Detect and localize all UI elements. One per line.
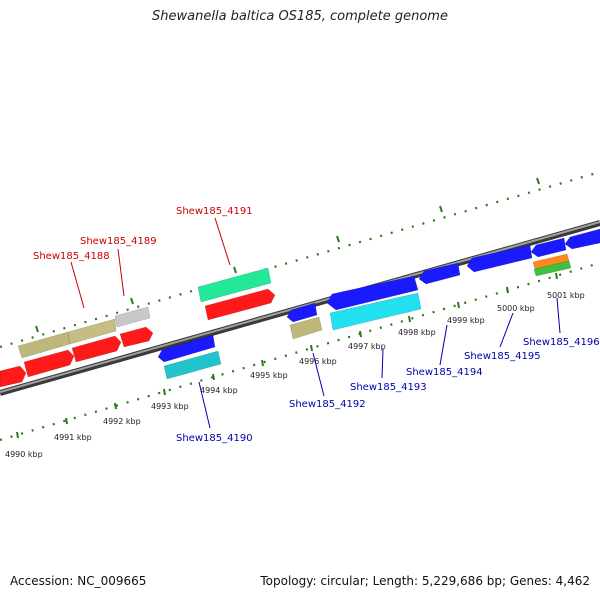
gene-label-shew185-4188[interactable]: Shew185_4188 bbox=[33, 251, 110, 262]
gene-label-shew185-4195[interactable]: Shew185_4195 bbox=[464, 351, 541, 362]
gene-green[interactable] bbox=[197, 267, 272, 303]
gene-khaki[interactable] bbox=[289, 316, 323, 340]
gene-blue[interactable] bbox=[418, 262, 461, 285]
ruler-label: 4998 kbp bbox=[398, 328, 436, 337]
ruler-label: 4997 kbp bbox=[348, 342, 386, 351]
gene-grey[interactable] bbox=[114, 306, 151, 328]
ruler-label: 5000 kbp bbox=[497, 304, 535, 313]
gene-teal[interactable] bbox=[163, 350, 222, 380]
reverse-leaders bbox=[198, 297, 561, 429]
gene-labels: Shew185_4191 Shew185_4189 Shew185_4188 S… bbox=[33, 206, 600, 444]
gene-red[interactable] bbox=[71, 335, 122, 363]
ruler-label: 4994 kbp bbox=[200, 386, 238, 395]
major-ticks bbox=[16, 177, 558, 439]
genome-summary-text: Topology: circular; Length: 5,229,686 bp… bbox=[260, 574, 590, 588]
forward-leaders bbox=[70, 217, 231, 309]
gene-blue[interactable] bbox=[286, 302, 318, 323]
gene-blue[interactable] bbox=[157, 334, 216, 363]
ruler-label: 5001 kbp bbox=[547, 291, 585, 300]
ruler-label: 4995 kbp bbox=[250, 371, 288, 380]
ruler-label: 4999 kbp bbox=[447, 316, 485, 325]
forward-genes bbox=[0, 267, 276, 388]
gene-blue[interactable] bbox=[466, 244, 533, 273]
ruler-label: 4993 kbp bbox=[151, 402, 189, 411]
ruler-label: 4996 kbp bbox=[299, 357, 337, 366]
gene-red[interactable] bbox=[204, 288, 276, 321]
gene-cyan[interactable] bbox=[329, 292, 422, 331]
gene-red[interactable] bbox=[23, 349, 75, 378]
gene-label-shew185-4193[interactable]: Shew185_4193 bbox=[350, 382, 427, 393]
gene-blue[interactable] bbox=[530, 237, 567, 258]
accession-text: Accession: NC_009665 bbox=[10, 574, 147, 588]
gene-label-shew185-4190[interactable]: Shew185_4190 bbox=[176, 433, 253, 444]
reverse-genes bbox=[157, 228, 600, 380]
gene-label-shew185-4196[interactable]: Shew185_4196 bbox=[523, 337, 600, 348]
gene-blue[interactable] bbox=[564, 228, 600, 250]
ruler-label: 4990 kbp bbox=[5, 450, 43, 459]
ruler-label: 4992 kbp bbox=[103, 417, 141, 426]
gene-blue[interactable] bbox=[326, 275, 419, 311]
ruler-label: 4991 kbp bbox=[54, 433, 92, 442]
gene-label-shew185-4192[interactable]: Shew185_4192 bbox=[289, 399, 366, 410]
ruler-labels: 4990 kbp 4991 kbp 4992 kbp 4993 kbp 4994… bbox=[5, 291, 585, 459]
gene-label-shew185-4191[interactable]: Shew185_4191 bbox=[176, 206, 253, 217]
map-title: Shewanella baltica OS185, complete genom… bbox=[152, 9, 448, 24]
gene-red[interactable] bbox=[119, 326, 154, 348]
gene-khaki[interactable] bbox=[67, 318, 117, 345]
gene-lime[interactable] bbox=[533, 260, 572, 277]
gene-label-shew185-4189[interactable]: Shew185_4189 bbox=[80, 236, 157, 247]
gene-red[interactable] bbox=[0, 365, 27, 388]
gene-label-shew185-4194[interactable]: Shew185_4194 bbox=[406, 367, 483, 378]
